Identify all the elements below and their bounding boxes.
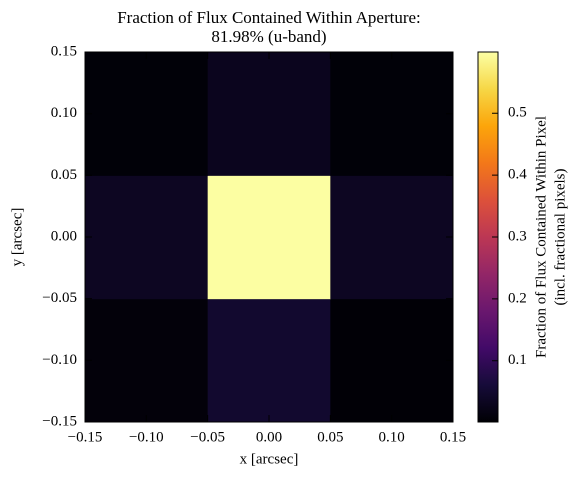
x-tick-label: 0.00 — [256, 429, 282, 445]
x-tick-label: −0.10 — [129, 429, 164, 445]
heatmap-cell — [207, 175, 331, 300]
colorbar-label: (incl. fractional pixels) — [552, 168, 568, 305]
colorbar-tick-label: 0.3 — [508, 228, 527, 244]
heatmap-cell — [330, 175, 454, 300]
colorbar-tick-label: 0.1 — [508, 352, 527, 368]
y-tick-label: 0.10 — [51, 105, 77, 121]
y-axis-label: y [arcsec] — [9, 208, 25, 267]
colorbar-tick-label: 0.5 — [508, 105, 527, 121]
y-tick-label: −0.10 — [42, 352, 77, 368]
colorbar-tick-label: 0.4 — [508, 167, 527, 183]
x-axis-label: x [arcsec] — [240, 451, 299, 467]
heatmap-cell — [207, 298, 331, 423]
colorbar-tick-label: 0.2 — [508, 290, 527, 306]
chart-subtitle: 81.98% (u-band) — [211, 27, 326, 46]
heatmap-cell — [85, 175, 209, 300]
chart-title: Fraction of Flux Contained Within Apertu… — [117, 8, 421, 27]
x-tick-label: −0.05 — [190, 429, 225, 445]
colorbar-label: Fraction of Flux Contained Within Pixel — [533, 116, 549, 358]
x-tick-label: 0.10 — [379, 429, 405, 445]
heatmap-cell — [330, 298, 454, 423]
y-tick-label: 0.00 — [51, 228, 77, 244]
heatmap-cell — [85, 52, 209, 176]
heatmap-cell — [207, 52, 331, 176]
y-tick-label: 0.05 — [51, 167, 77, 183]
x-tick-label: 0.15 — [440, 429, 466, 445]
y-tick-label: 0.15 — [51, 43, 77, 59]
y-tick-label: −0.05 — [42, 290, 77, 306]
x-tick-label: 0.05 — [317, 429, 343, 445]
heatmap-cell — [85, 298, 209, 423]
heatmap-cell — [330, 52, 454, 176]
y-tick-label: −0.15 — [42, 413, 77, 429]
x-tick-label: −0.15 — [68, 429, 103, 445]
